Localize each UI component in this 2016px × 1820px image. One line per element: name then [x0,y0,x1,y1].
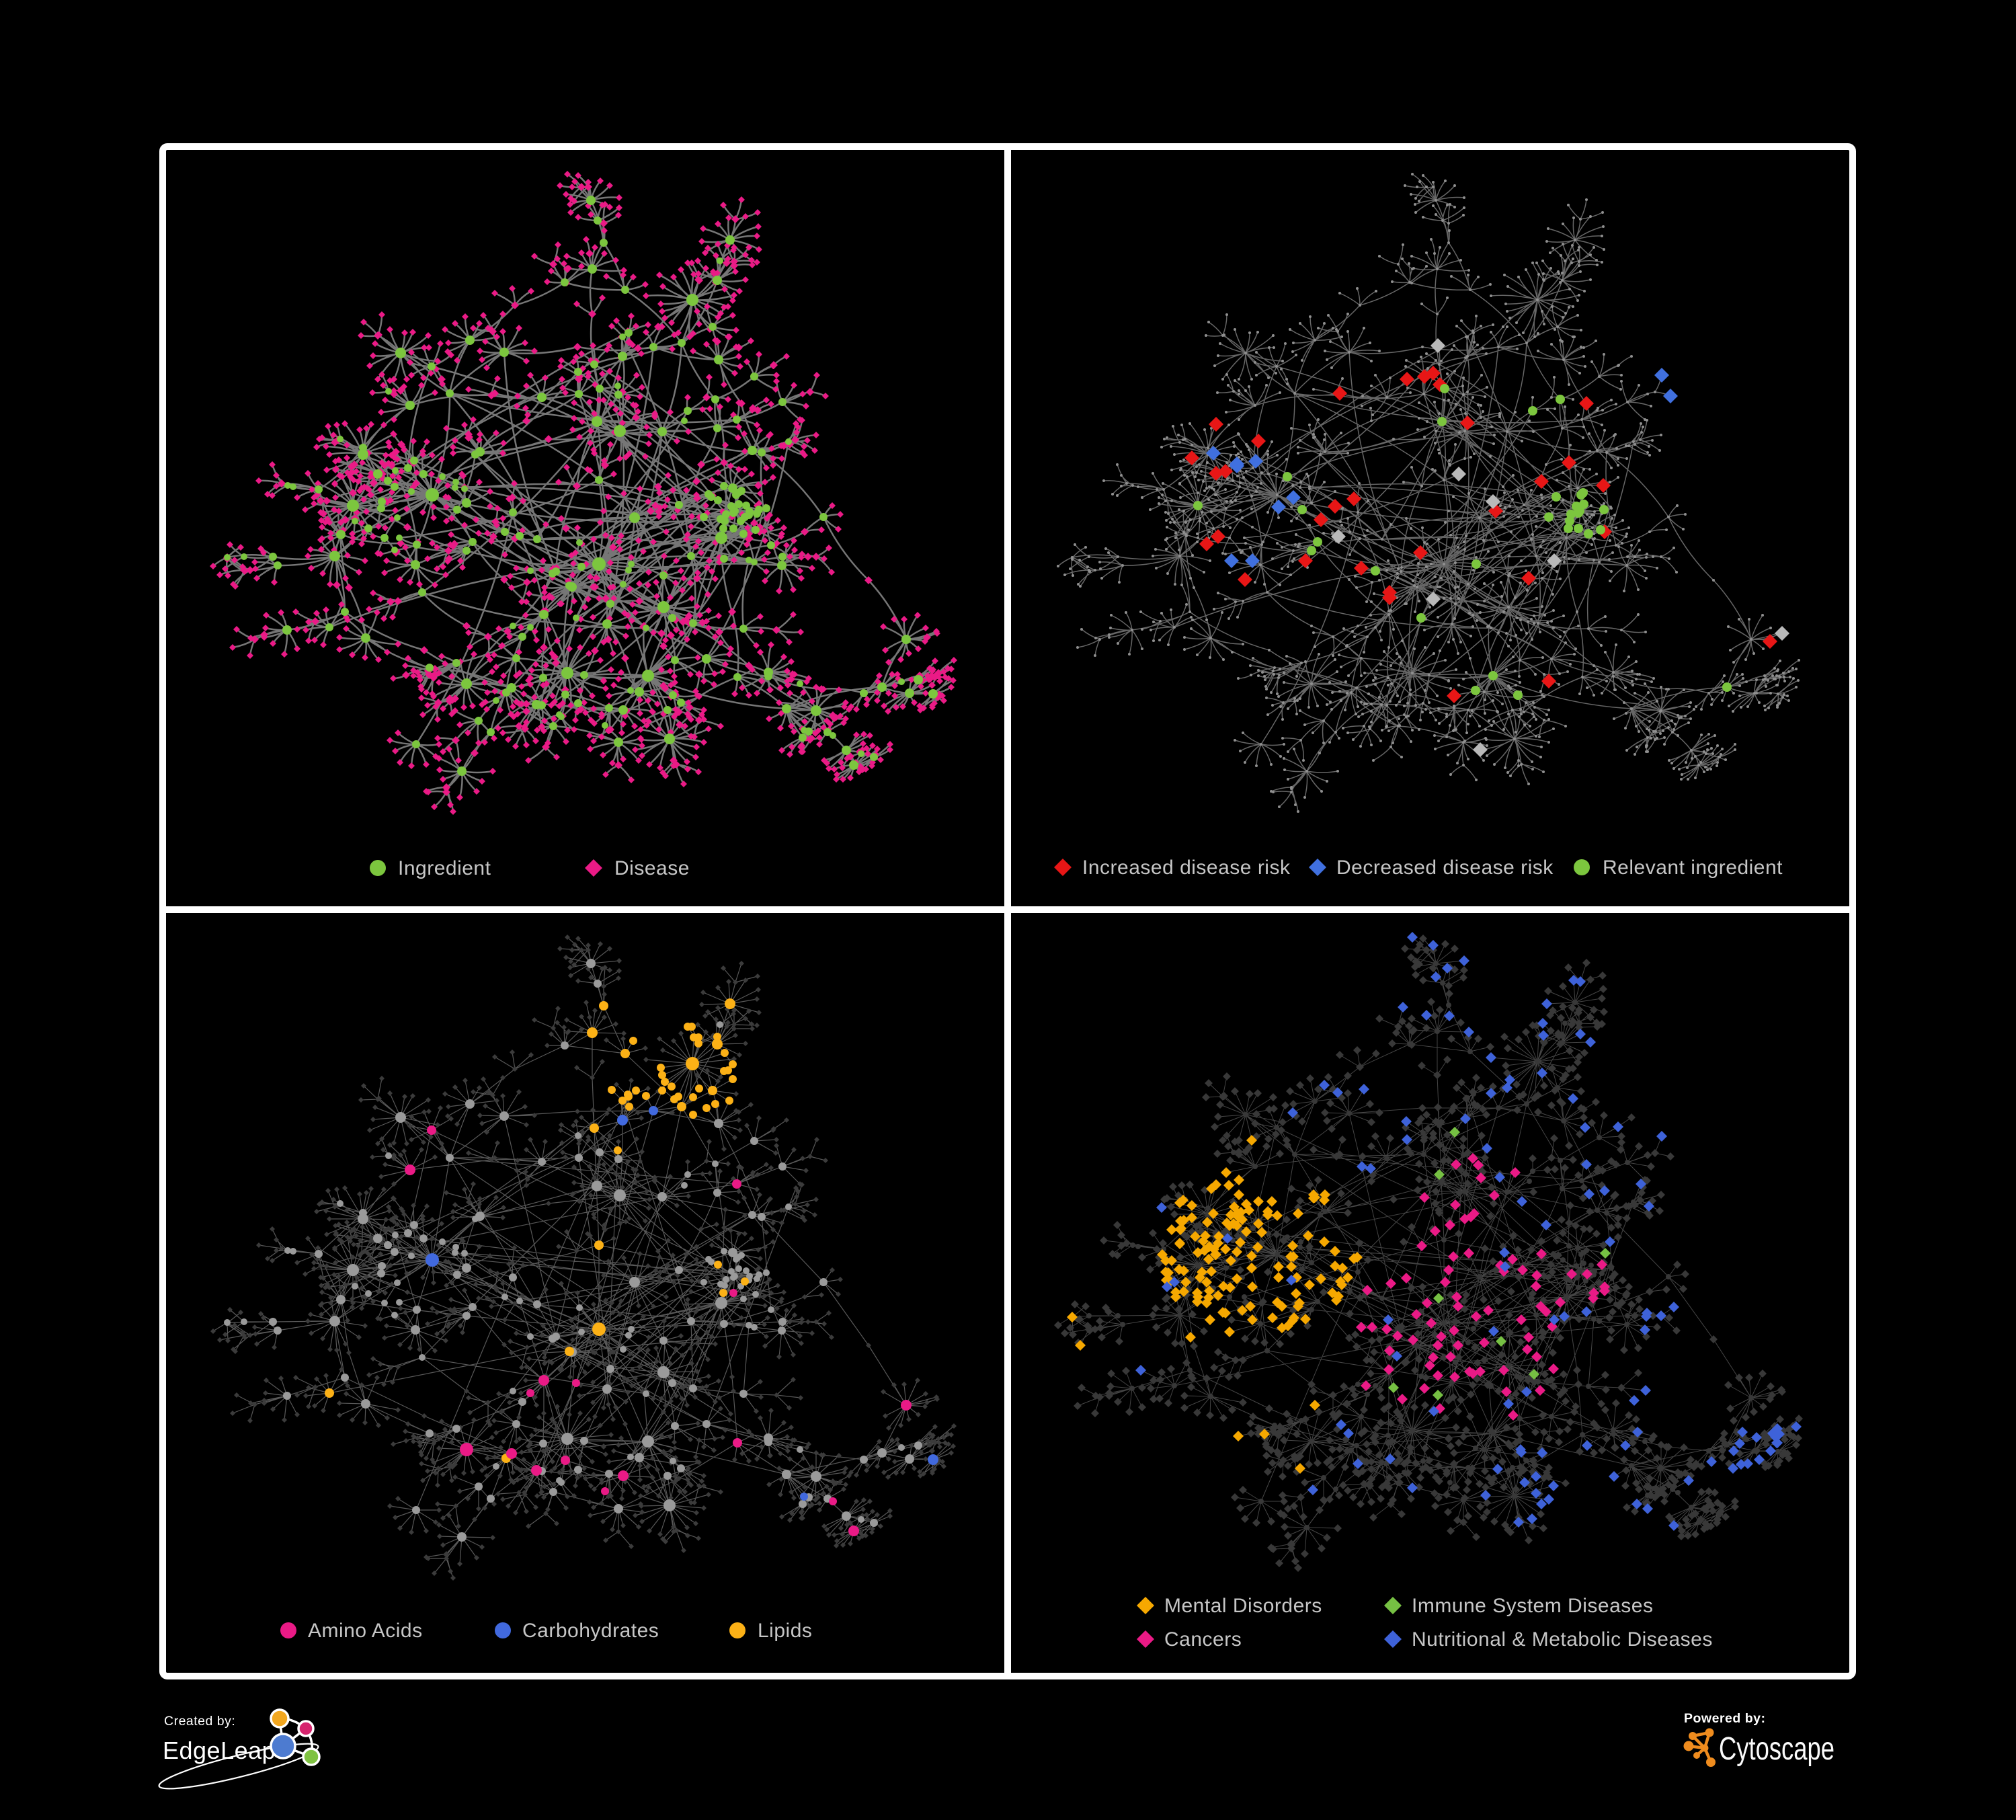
svg-text:Nutritional & Metabolic Diseas: Nutritional & Metabolic Diseases [1412,1628,1713,1651]
svg-text:Created by:: Created by: [164,1714,235,1729]
svg-text:Cancers: Cancers [1164,1628,1242,1651]
svg-text:Lipids: Lipids [758,1620,812,1642]
svg-text:Amino Acids: Amino Acids [308,1620,423,1642]
svg-text:Powered by:: Powered by: [1684,1711,1765,1726]
svg-text:Cytoscape: Cytoscape [1719,1731,1834,1767]
svg-text:Increased disease risk: Increased disease risk [1082,857,1291,879]
svg-text:Mental Disorders: Mental Disorders [1164,1595,1322,1617]
svg-text:Ingredient: Ingredient [398,857,491,879]
svg-text:Disease: Disease [614,857,690,879]
svg-text:Relevant ingredient: Relevant ingredient [1603,857,1783,879]
svg-text:Immune System Diseases: Immune System Diseases [1412,1595,1653,1617]
svg-text:Carbohydrates: Carbohydrates [522,1620,659,1642]
svg-text:Decreased disease risk: Decreased disease risk [1336,857,1554,879]
